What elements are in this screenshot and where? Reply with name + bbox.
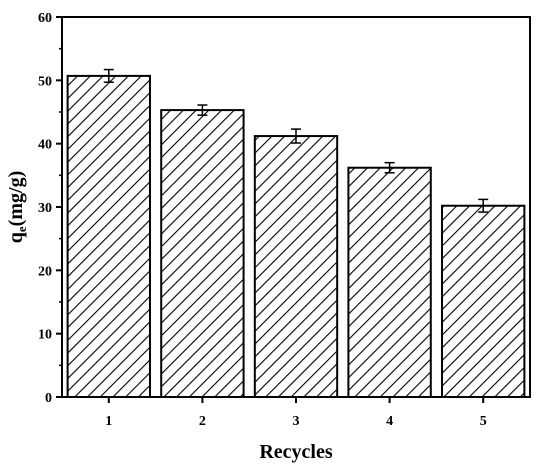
error-bars-layer	[103, 68, 489, 213]
y-axis-title-subscript: e	[14, 226, 29, 232]
bar-3	[253, 135, 339, 398]
y-tick-label-20: 20	[38, 264, 52, 279]
y-tick-label-50: 50	[38, 74, 52, 89]
bar-4	[347, 166, 432, 398]
x-axis-title: Recycles	[259, 441, 333, 463]
x-tick-label-3: 3	[293, 414, 300, 429]
bar-1	[66, 74, 151, 399]
y-tick-label-30: 30	[38, 201, 52, 216]
y-tick-label-10: 10	[38, 328, 52, 343]
bar-2	[160, 109, 245, 398]
y-axis-title-unit: (mg/g)	[5, 171, 27, 227]
x-tick-label-4: 4	[386, 414, 393, 429]
y-axis-title: qe(mg/g)	[5, 171, 29, 243]
x-axis: 1 2 3 4 5	[105, 397, 487, 429]
bar-5	[441, 204, 526, 398]
y-axis: 0 10 20 30 40 50 60	[38, 11, 62, 406]
y-tick-label-0: 0	[45, 391, 52, 406]
bars-layer	[66, 74, 526, 399]
x-tick-label-2: 2	[199, 414, 206, 429]
y-tick-label-60: 60	[38, 11, 52, 26]
x-tick-label-5: 5	[480, 414, 487, 429]
y-tick-label-40: 40	[38, 138, 52, 153]
y-axis-title-main: q	[5, 232, 27, 243]
x-tick-label-1: 1	[105, 414, 112, 429]
